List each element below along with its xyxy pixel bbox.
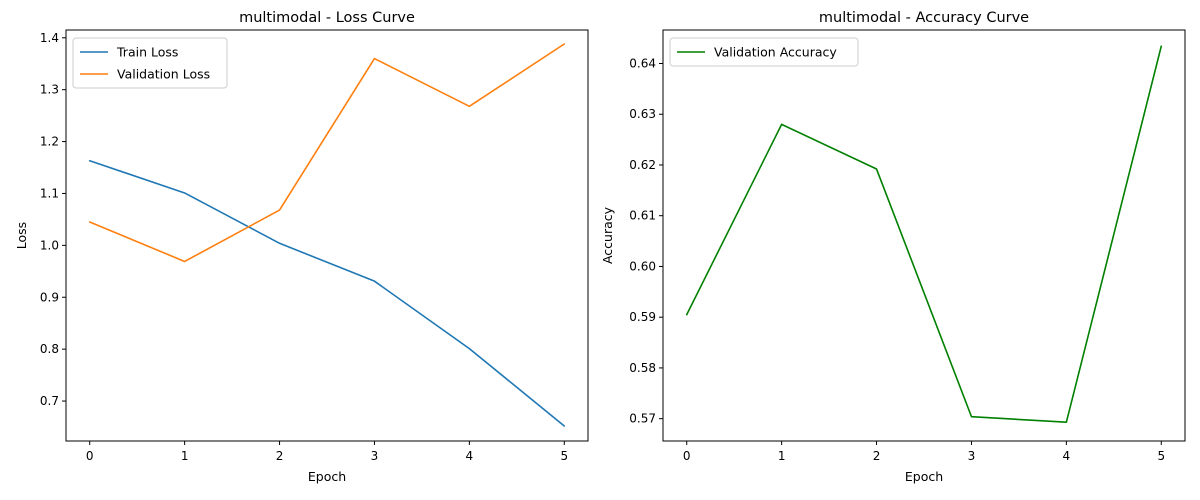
x-tick-label: 0 <box>683 449 691 463</box>
y-tick-label: 0.58 <box>629 361 656 375</box>
y-tick-label: 0.7 <box>40 394 59 408</box>
y-tick-label: 1.4 <box>40 31 59 45</box>
x-tick-label: 0 <box>86 449 94 463</box>
x-tick-label: 1 <box>778 449 786 463</box>
plot-area-frame <box>662 29 1186 442</box>
legend-box <box>669 37 859 67</box>
y-tick-label: 0.61 <box>629 209 656 223</box>
x-tick-label: 2 <box>276 449 284 463</box>
y-tick-label: 0.62 <box>629 158 656 172</box>
y-tick-label: 0.64 <box>629 56 656 70</box>
x-tick-label: 3 <box>371 449 379 463</box>
y-tick-label: 0.63 <box>629 107 656 121</box>
y-axis-label: Accuracy <box>600 206 615 264</box>
x-axis-label: Epoch <box>905 469 943 484</box>
x-tick-label: 1 <box>181 449 189 463</box>
chart-title: multimodal - Loss Curve <box>239 10 415 26</box>
x-tick-label: 2 <box>873 449 881 463</box>
y-tick-label: 0.9 <box>40 290 59 304</box>
plot-area-frame <box>65 29 589 442</box>
x-tick-label: 4 <box>1063 449 1071 463</box>
y-tick-label: 1.0 <box>40 238 59 252</box>
chart-panel-1: multimodal - Accuracy Curve 0 1 2 3 4 5 0.57 0.5… <box>600 10 1186 484</box>
x-tick-label: 3 <box>968 449 976 463</box>
x-tick-label: 4 <box>466 449 474 463</box>
y-tick-label: 0.57 <box>629 412 656 426</box>
legend-box <box>72 37 228 89</box>
y-axis-label: Loss <box>14 222 29 249</box>
chart-title: multimodal - Accuracy Curve <box>819 10 1029 26</box>
x-tick-label: 5 <box>560 449 568 463</box>
series-line-train-loss <box>88 159 566 427</box>
legend-label: Train Loss <box>116 45 178 60</box>
legend-label: Validation Loss <box>117 67 210 82</box>
y-tick-label: 0.59 <box>629 310 656 324</box>
y-tick-label: 0.60 <box>629 259 656 273</box>
y-tick-label: 1.1 <box>40 186 59 200</box>
chart-panel-0: multimodal - Loss Curve 0 1 2 3 4 5 0.7 0.8 0.9 1.… <box>14 10 589 484</box>
y-tick-label: 1.3 <box>40 83 59 97</box>
x-tick-label: 5 <box>1157 449 1165 463</box>
series-line-validation-accuracy <box>685 45 1163 424</box>
y-tick-label: 1.2 <box>40 135 59 149</box>
series-line-validation-loss <box>88 43 566 263</box>
y-tick-label: 0.8 <box>40 342 59 356</box>
x-axis-label: Epoch <box>308 469 346 484</box>
legend-label: Validation Accuracy <box>714 45 837 60</box>
